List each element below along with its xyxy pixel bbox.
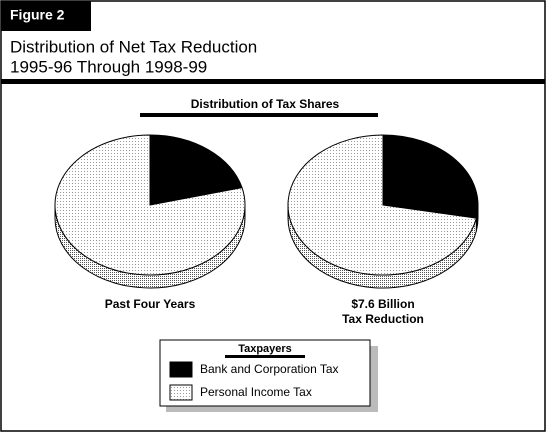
pie-slice — [149, 134, 243, 206]
figure-badge — [1, 1, 91, 31]
pie-slice — [382, 134, 479, 219]
legend — [159, 339, 371, 407]
legend-swatch — [169, 384, 193, 401]
rule — [225, 355, 305, 358]
legend-label: Bank and Corporation Tax — [200, 362, 339, 376]
rule — [140, 113, 378, 117]
figure-label: Figure 2 — [10, 7, 65, 23]
legend-title: Taxpayers — [238, 343, 292, 355]
pie-label: $7.6 Billion Tax Reduction — [342, 297, 424, 326]
legend-label: Personal Income Tax — [200, 385, 312, 399]
legend-swatch — [169, 361, 193, 378]
pie-label: Past Four Years — [104, 297, 196, 311]
title: Distribution of Net Tax Reduction — [10, 37, 257, 56]
pie-slice — [287, 134, 477, 276]
subtitle: Distribution of Tax Shares — [191, 97, 340, 111]
pie-slice — [54, 134, 246, 276]
rule — [1, 79, 545, 84]
title: 1995-96 Through 1998-99 — [10, 57, 207, 76]
